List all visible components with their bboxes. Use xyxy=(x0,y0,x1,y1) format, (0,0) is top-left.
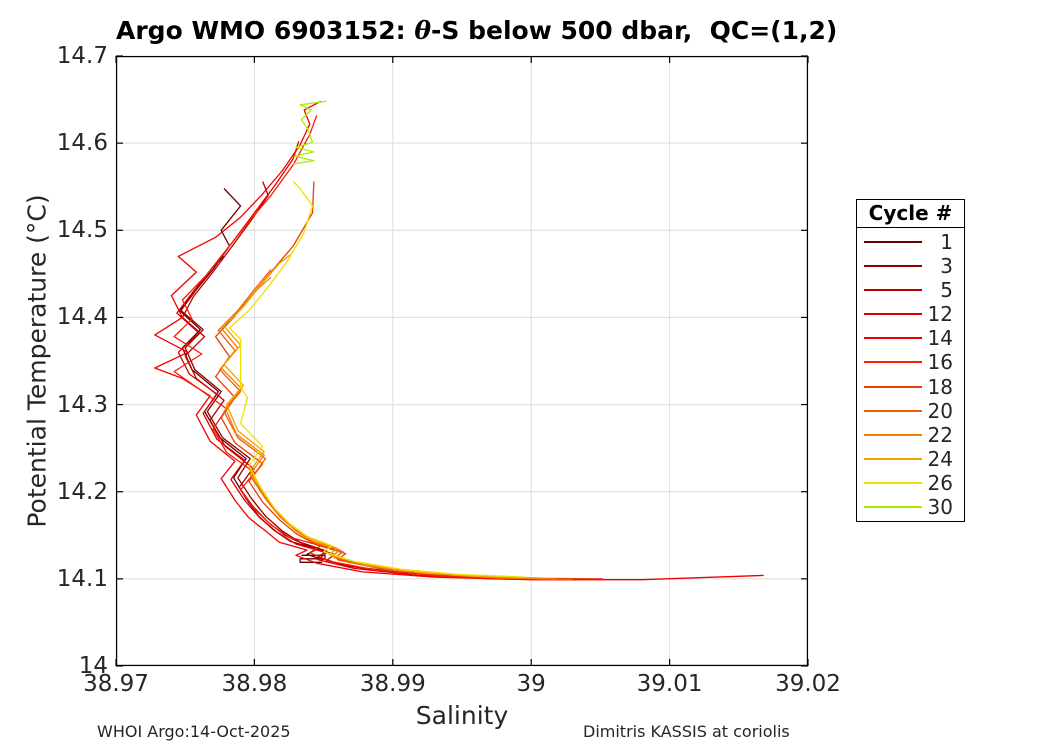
legend-entry-cycle-1: 1 xyxy=(857,230,964,254)
y-tick-label: 14.5 xyxy=(56,217,108,244)
series-cycle-24 xyxy=(223,254,543,579)
legend-title: Cycle # xyxy=(857,200,964,228)
legend-line-sample xyxy=(864,313,922,316)
series-cycle-20 xyxy=(217,269,573,581)
legend-entry-label: 24 xyxy=(927,446,953,471)
legend-entry-label: 14 xyxy=(927,326,953,351)
series-cycle-30 xyxy=(293,100,327,165)
legend-line-sample xyxy=(864,433,922,436)
footer-credit-right: Dimitris KASSIS at coriolis xyxy=(583,722,790,741)
y-tick-label: 14 xyxy=(78,653,108,679)
chart-title: Argo WMO 6903152: θ-S below 500 dbar, QC… xyxy=(116,16,837,45)
x-tick-label: 38.99 xyxy=(359,671,426,697)
legend-entry-cycle-12: 12 xyxy=(857,302,964,326)
legend-entry-cycle-18: 18 xyxy=(857,375,964,399)
legend-entry-cycle-20: 20 xyxy=(857,399,964,423)
legend-entry-cycle-24: 24 xyxy=(857,447,964,471)
x-tick-label: 38.97 xyxy=(83,671,149,697)
legend-line-sample xyxy=(864,337,922,340)
legend-entry-cycle-16: 16 xyxy=(857,350,964,374)
x-tick-label: 39.02 xyxy=(775,671,841,697)
footer-credit-left: WHOI Argo:14-Oct-2025 xyxy=(97,722,291,741)
legend-line-sample xyxy=(864,289,922,292)
series-cycle-18 xyxy=(214,181,595,580)
legend-line-sample xyxy=(864,457,922,460)
y-tick-label: 14.4 xyxy=(56,304,108,331)
chart-title-post: -S below 500 dbar, QC=(1,2) xyxy=(431,16,838,45)
legend-line-sample xyxy=(864,361,922,364)
legend-entry-cycle-3: 3 xyxy=(857,254,964,278)
legend-entry-label: 18 xyxy=(927,374,953,399)
y-tick-label: 14.7 xyxy=(56,43,108,69)
legend-entry-label: 12 xyxy=(927,302,953,327)
series-cycle-12 xyxy=(176,141,576,581)
theta-symbol: θ xyxy=(414,16,432,45)
chart-title-pre: Argo WMO 6903152: xyxy=(116,16,415,45)
legend-entry-label: 22 xyxy=(927,422,953,447)
legend-entry-cycle-14: 14 xyxy=(857,326,964,350)
legend-entry-label: 16 xyxy=(927,350,953,375)
legend-entry-label: 30 xyxy=(927,494,953,519)
legend-entry-label: 3 xyxy=(940,254,953,279)
legend-entry-cycle-30: 30 xyxy=(857,495,964,519)
legend-entry-cycle-26: 26 xyxy=(857,471,964,495)
series-cycle-26 xyxy=(228,181,526,578)
legend-line-sample xyxy=(864,385,922,388)
legend: Cycle # 1 3 5 12 14 16 18 20 22 24 26 30 xyxy=(856,199,965,522)
y-tick-label: 14.3 xyxy=(56,391,108,418)
legend-line-sample xyxy=(864,265,922,268)
plot-area xyxy=(115,55,809,667)
legend-entry-label: 26 xyxy=(927,470,953,495)
y-tick-label: 14.1 xyxy=(56,565,108,592)
legend-line-sample xyxy=(864,241,922,244)
x-tick-label: 39.01 xyxy=(636,671,703,697)
series-cycle-14 xyxy=(154,100,764,581)
series-cycle-3 xyxy=(180,255,479,577)
y-axis-label: Potential Temperature (°C) xyxy=(22,194,52,528)
y-tick-label: 14.2 xyxy=(56,478,108,505)
legend-line-sample xyxy=(864,505,922,508)
x-tick-label: 39 xyxy=(516,671,546,697)
legend-rows: 1 3 5 12 14 16 18 20 22 24 26 30 xyxy=(857,228,964,521)
legend-entry-label: 5 xyxy=(940,278,953,303)
legend-line-sample xyxy=(864,481,922,484)
x-tick-label: 38.98 xyxy=(221,671,288,697)
axes-box xyxy=(116,56,808,666)
y-tick-label: 14.6 xyxy=(56,130,108,157)
legend-entry-cycle-5: 5 xyxy=(857,278,964,302)
legend-entry-label: 20 xyxy=(927,398,953,423)
legend-entry-label: 1 xyxy=(940,230,953,255)
series-cycle-22 xyxy=(220,276,557,580)
legend-line-sample xyxy=(864,409,922,412)
series-cycle-16 xyxy=(173,115,604,580)
legend-entry-cycle-22: 22 xyxy=(857,423,964,447)
x-axis-label: Salinity xyxy=(415,701,509,730)
